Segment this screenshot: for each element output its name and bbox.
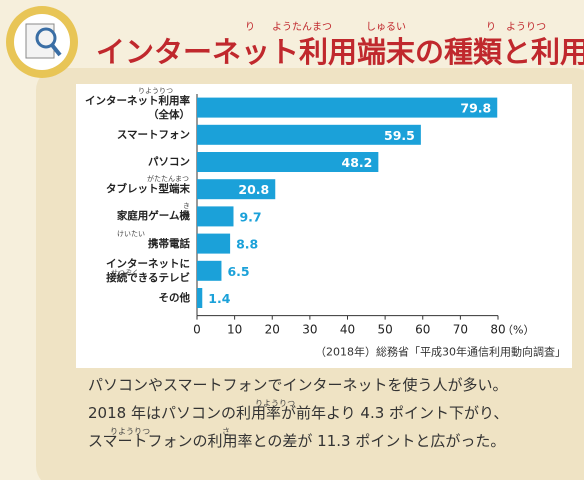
x-tick-label: 60 (415, 323, 430, 337)
caption-line: パソコンやスマートフォンでインターネットを使う人が多い。 (88, 376, 508, 394)
title-furigana: ようりつ (506, 22, 547, 33)
category-label: パソコン (148, 156, 190, 168)
bar (197, 260, 222, 281)
bar (197, 288, 203, 308)
bar (197, 97, 498, 118)
category-label: タブレット型端末 (106, 183, 190, 196)
x-tick-label: 70 (453, 323, 468, 337)
title: インターネット利用端末の種類と利用率 (96, 35, 584, 69)
category-label: スマートフォン (116, 128, 190, 141)
value-label: 6.5 (227, 264, 249, 279)
value-label: 8.8 (236, 237, 258, 252)
value-label: 79.8 (460, 101, 491, 116)
category-furigana: せつぞく (111, 268, 139, 277)
icon-lens (35, 27, 57, 49)
title-furigana: り (245, 22, 255, 33)
category-label: 家庭用ゲーム機 (116, 210, 190, 223)
category-label: その他 (158, 292, 191, 304)
x-tick-label: 30 (302, 323, 317, 337)
value-label: 59.5 (384, 128, 415, 143)
category-furigana: き (183, 202, 190, 211)
caption-furigana: りようりつ (255, 399, 296, 408)
category-label: インターネットに 接続できるテレビ (106, 257, 190, 284)
category-label: 携帯電話 (148, 237, 190, 250)
icon-handle (50, 43, 62, 57)
bar (197, 206, 234, 227)
caption-line: 2018 年はパソコンの利用率が前年より 4.3 ポイント下がり、 (88, 404, 509, 422)
x-tick-label: 20 (265, 323, 280, 337)
x-tick-label: 0 (193, 323, 201, 337)
caption-line: スマートフォンの利用率との差が 11.3 ポイントと広がった。 (88, 432, 506, 450)
x-tick-label: 10 (227, 323, 242, 337)
bar (197, 152, 379, 172)
x-tick-label: 50 (377, 323, 392, 337)
caption-furigana: さ (222, 427, 230, 436)
x-unit: （%） (502, 324, 534, 337)
source: （2018年）総務省「平成30年通信利用動向調査」 (315, 345, 566, 359)
category-furigana: りようりつ (138, 86, 174, 95)
x-tick-label: 40 (340, 323, 355, 337)
category-label: インターネット利用率 （全体） (85, 94, 190, 121)
bar (197, 124, 421, 145)
category-furigana: がたたんまつ (147, 175, 189, 184)
value-label: 48.2 (342, 155, 373, 170)
value-label: 9.7 (239, 209, 261, 224)
title-furigana: しゅるい (366, 22, 406, 33)
x-tick-label: 80 (490, 323, 505, 337)
value-label: 1.4 (208, 291, 230, 306)
bar (197, 179, 276, 200)
title-furigana: ようたんまつ (272, 22, 332, 33)
title-furigana: り (486, 22, 496, 33)
category-furigana: けいたい (117, 229, 145, 238)
value-label: 20.8 (238, 182, 269, 197)
bar (197, 233, 231, 254)
caption-furigana: りようりつ (110, 427, 151, 436)
